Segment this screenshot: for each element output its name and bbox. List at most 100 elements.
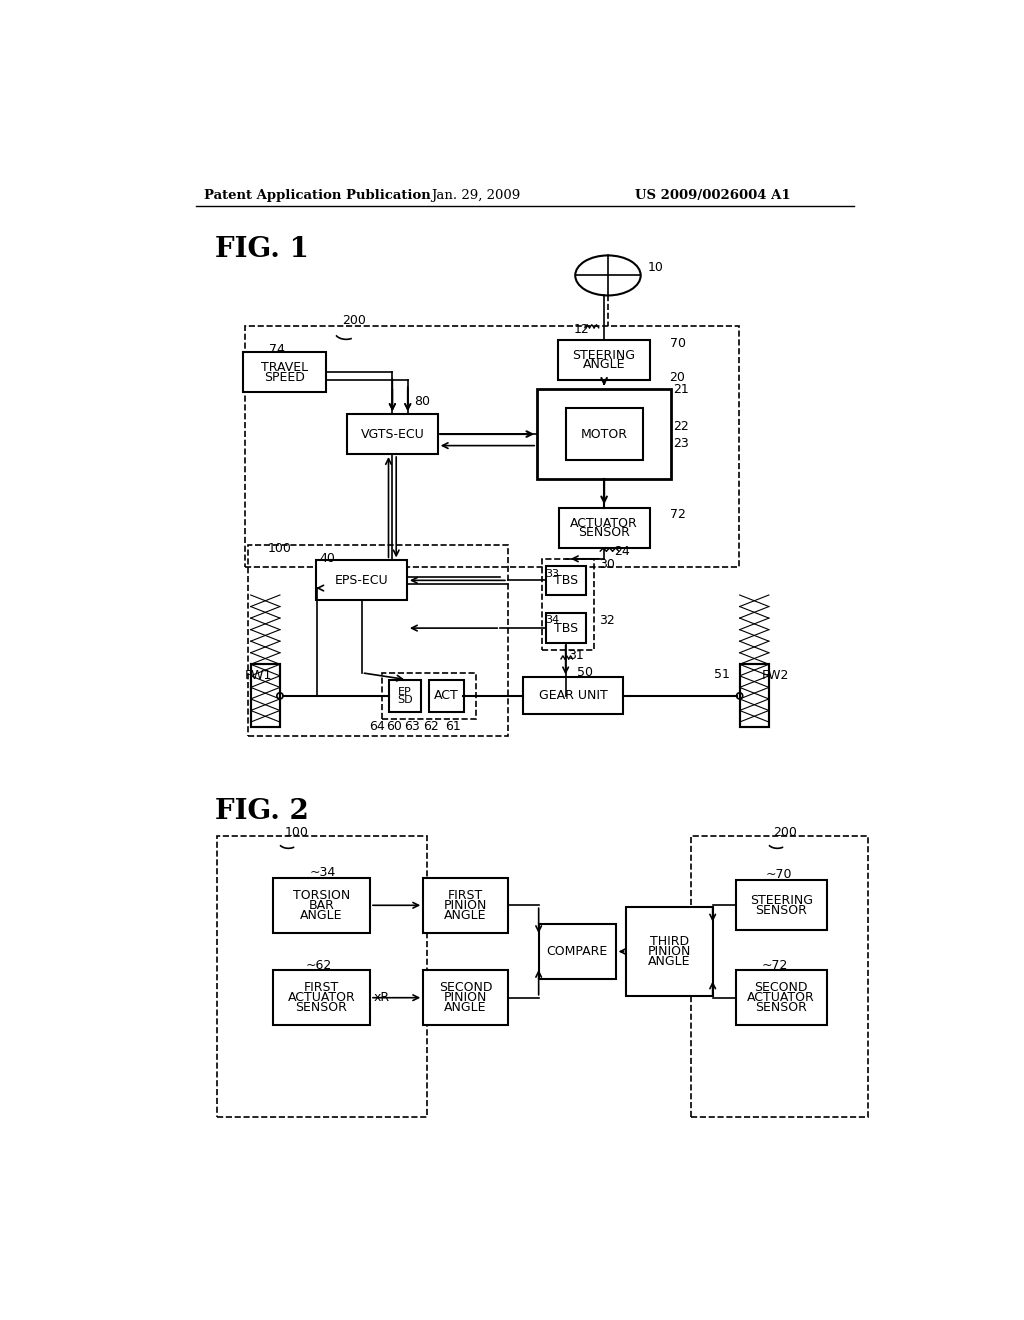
Text: 63: 63 xyxy=(403,721,420,733)
Text: STEERING: STEERING xyxy=(750,894,813,907)
Text: 50: 50 xyxy=(578,667,593,680)
Text: PINION: PINION xyxy=(443,899,487,912)
Text: 200: 200 xyxy=(342,314,367,326)
Bar xyxy=(736,880,826,931)
Text: EPS-ECU: EPS-ECU xyxy=(335,574,388,587)
Bar xyxy=(382,673,475,719)
Text: MOTOR: MOTOR xyxy=(581,428,628,441)
Bar xyxy=(542,558,594,649)
Text: PINION: PINION xyxy=(443,991,487,1005)
Text: ACTUATOR: ACTUATOR xyxy=(288,991,355,1005)
Text: ~72: ~72 xyxy=(762,958,788,972)
Bar xyxy=(347,414,438,454)
Bar xyxy=(273,970,370,1026)
Text: VGTS-ECU: VGTS-ECU xyxy=(360,428,424,441)
Text: US 2009/0026004 A1: US 2009/0026004 A1 xyxy=(635,189,791,202)
Bar xyxy=(546,614,586,643)
Bar xyxy=(243,352,326,392)
Text: TRAVEL: TRAVEL xyxy=(261,362,308,374)
Text: FW2: FW2 xyxy=(762,669,790,682)
Text: FIG. 1: FIG. 1 xyxy=(215,236,309,263)
Bar xyxy=(739,664,769,727)
Text: THIRD: THIRD xyxy=(650,936,689,948)
Text: FIRST: FIRST xyxy=(304,982,339,994)
Text: ~70: ~70 xyxy=(766,869,793,880)
Text: PINION: PINION xyxy=(648,945,691,958)
Bar xyxy=(248,545,508,737)
Bar xyxy=(539,924,615,979)
Text: ANGLE: ANGLE xyxy=(648,954,691,968)
Bar xyxy=(251,664,280,727)
Text: 74: 74 xyxy=(269,343,285,356)
Text: SECOND: SECOND xyxy=(438,982,493,994)
Bar xyxy=(523,677,624,714)
Bar xyxy=(388,680,421,711)
Text: 22: 22 xyxy=(674,420,689,433)
Text: SENSOR: SENSOR xyxy=(756,1001,807,1014)
Text: 100: 100 xyxy=(285,825,308,838)
Text: 60: 60 xyxy=(386,721,402,733)
Bar xyxy=(251,664,280,727)
Text: TORSION: TORSION xyxy=(293,890,350,902)
Text: BAR: BAR xyxy=(308,899,335,912)
Bar xyxy=(565,408,643,461)
Text: TBS: TBS xyxy=(554,574,578,587)
Bar xyxy=(423,878,508,933)
Text: GEAR UNIT: GEAR UNIT xyxy=(539,689,607,702)
Text: SENSOR: SENSOR xyxy=(296,1001,347,1014)
Text: ~62: ~62 xyxy=(306,958,333,972)
Text: 80: 80 xyxy=(414,395,430,408)
Bar xyxy=(273,878,370,933)
Text: SENSOR: SENSOR xyxy=(756,904,807,916)
Text: 72: 72 xyxy=(670,508,685,520)
Bar xyxy=(217,836,427,1117)
Text: 10: 10 xyxy=(648,261,664,275)
Text: 64: 64 xyxy=(370,721,385,733)
Bar xyxy=(537,388,672,479)
Text: 61: 61 xyxy=(444,721,461,733)
Text: FW1: FW1 xyxy=(245,669,272,682)
Bar xyxy=(559,508,649,548)
Text: 70: 70 xyxy=(670,337,685,350)
Text: TBS: TBS xyxy=(554,622,578,635)
Text: 21: 21 xyxy=(674,383,689,396)
Bar xyxy=(627,907,713,995)
Text: COMPARE: COMPARE xyxy=(547,945,608,958)
Text: ACT: ACT xyxy=(434,689,459,702)
Bar xyxy=(245,326,739,566)
Bar xyxy=(691,836,868,1117)
Text: ANGLE: ANGLE xyxy=(444,1001,486,1014)
Text: SD: SD xyxy=(397,696,413,705)
Bar xyxy=(546,566,586,595)
Text: EP: EP xyxy=(397,686,412,697)
Text: Jan. 29, 2009: Jan. 29, 2009 xyxy=(431,189,520,202)
Bar xyxy=(423,970,508,1026)
Bar xyxy=(736,970,826,1026)
Text: 30: 30 xyxy=(599,558,614,572)
Text: 32: 32 xyxy=(599,614,614,627)
Text: 33: 33 xyxy=(545,569,559,579)
Text: ACTUATOR: ACTUATOR xyxy=(570,516,638,529)
Text: 12: 12 xyxy=(573,323,589,335)
Text: ~34: ~34 xyxy=(310,866,336,879)
Text: SECOND: SECOND xyxy=(755,982,808,994)
Text: ANGLE: ANGLE xyxy=(444,908,486,921)
Text: ACTUATOR: ACTUATOR xyxy=(748,991,815,1005)
Text: 200: 200 xyxy=(773,825,798,838)
Text: 31: 31 xyxy=(568,649,584,663)
Text: Patent Application Publication: Patent Application Publication xyxy=(204,189,430,202)
Text: FIG. 2: FIG. 2 xyxy=(215,797,309,825)
Text: ANGLE: ANGLE xyxy=(300,908,343,921)
Text: SPEED: SPEED xyxy=(264,371,305,384)
Text: 24: 24 xyxy=(614,545,630,557)
Text: 51: 51 xyxy=(714,668,730,681)
Text: 100: 100 xyxy=(267,543,292,556)
Text: 40: 40 xyxy=(319,552,335,565)
Text: 62: 62 xyxy=(423,721,439,733)
Text: ANGLE: ANGLE xyxy=(583,359,626,371)
Text: xR: xR xyxy=(374,991,390,1005)
Text: 23: 23 xyxy=(674,437,689,450)
Bar xyxy=(558,341,650,380)
Text: SENSOR: SENSOR xyxy=(579,527,630,540)
Bar xyxy=(739,664,769,727)
